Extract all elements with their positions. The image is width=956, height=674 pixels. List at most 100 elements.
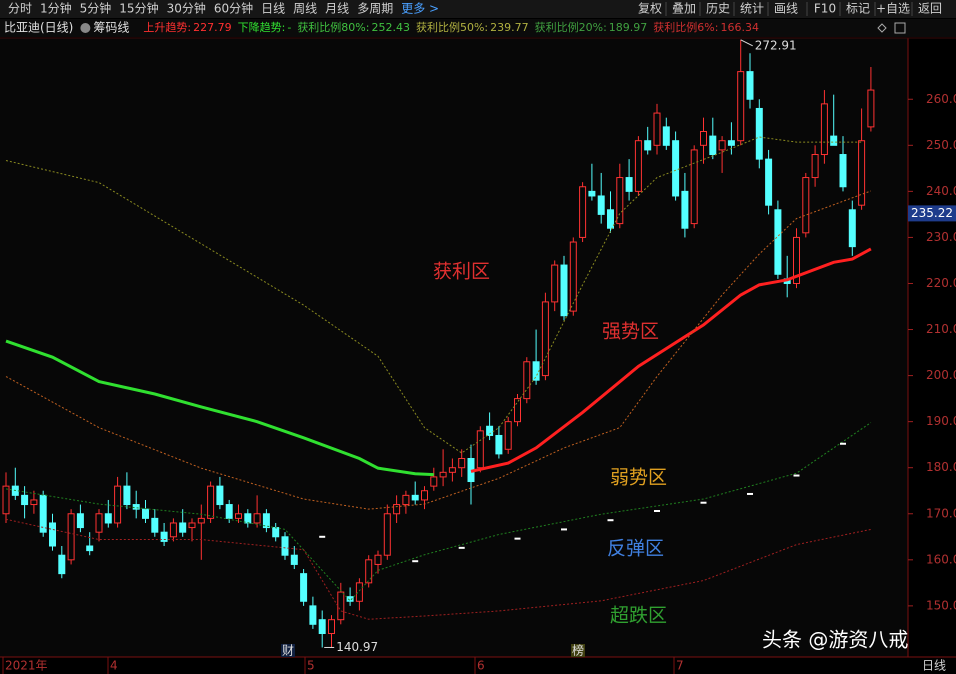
- indicator-name: 筹码线: [93, 21, 129, 35]
- candle-body: [634, 140, 642, 192]
- candle-body: [21, 494, 29, 506]
- y-tick-label: 190.0: [926, 414, 956, 428]
- indicator-label: 获利比例80%:: [297, 20, 369, 34]
- candle-body: [253, 513, 261, 524]
- candle-body: [653, 112, 661, 146]
- tool-button[interactable]: 历史: [706, 2, 730, 16]
- chip-line: [5, 339, 434, 477]
- candle-body: [76, 513, 84, 529]
- candle-body: [160, 531, 168, 542]
- y-tick-label: 220.0: [926, 276, 956, 290]
- candle-body: [244, 513, 252, 524]
- candle-body: [393, 504, 401, 515]
- tool-button[interactable]: +自选: [876, 2, 910, 16]
- high-arrow: [740, 39, 753, 47]
- candle-body: [104, 513, 112, 524]
- candle-body: [672, 140, 680, 197]
- y-tick-label: 250.0: [926, 138, 956, 152]
- candle-body: [411, 494, 419, 501]
- tab[interactable]: 更多 >: [401, 2, 439, 16]
- indicator-icon[interactable]: [80, 23, 91, 33]
- candle-body: [169, 522, 177, 538]
- candle-body: [235, 513, 242, 519]
- month-label: 6: [477, 659, 485, 673]
- diamond-icon[interactable]: [877, 23, 887, 33]
- candle-body: [476, 430, 484, 469]
- tab[interactable]: 1分钟: [40, 1, 72, 16]
- indicator-value: -: [287, 21, 291, 34]
- period-label[interactable]: 日线: [922, 659, 946, 673]
- candle-body: [197, 517, 205, 524]
- candle-body: [625, 177, 633, 192]
- last-price: 235.22: [911, 206, 953, 220]
- candle-body: [114, 485, 122, 524]
- tool-button[interactable]: 叠加: [672, 2, 696, 16]
- tool-button[interactable]: F10: [814, 2, 836, 16]
- tab[interactable]: 30分钟: [167, 1, 206, 16]
- month-label: 5: [307, 659, 315, 673]
- candle-body: [718, 140, 726, 151]
- candle-body: [820, 103, 828, 156]
- candle-body: [86, 545, 94, 552]
- chip-line: [470, 247, 872, 473]
- candle-body: [39, 494, 47, 533]
- month-label: 7: [676, 659, 684, 673]
- y-tick-label: 210.0: [926, 322, 956, 336]
- event-badge[interactable]: [571, 644, 585, 657]
- event-badge[interactable]: [281, 644, 295, 657]
- watermark: 头条 @游资八戒: [762, 628, 908, 652]
- candle-body: [290, 554, 298, 565]
- candle-body: [123, 485, 131, 506]
- candle-body: [755, 107, 763, 160]
- candle-body: [588, 190, 596, 197]
- tool-button[interactable]: 标记: [846, 2, 870, 16]
- tab[interactable]: 5分钟: [80, 1, 112, 16]
- tool-button[interactable]: 画线: [774, 2, 798, 16]
- tool-button[interactable]: 复权: [638, 2, 662, 16]
- settings-icon[interactable]: [894, 22, 906, 34]
- candle-body: [95, 513, 103, 533]
- candle-body: [560, 264, 568, 317]
- tab[interactable]: 多周期: [357, 2, 393, 16]
- candle-body: [337, 591, 345, 621]
- y-tick-label: 180.0: [926, 460, 956, 474]
- tab[interactable]: 60分钟: [214, 1, 253, 16]
- candle-body: [690, 149, 698, 225]
- tab[interactable]: 分时: [8, 2, 32, 16]
- candle-body: [504, 421, 512, 450]
- candle-body: [328, 619, 335, 635]
- candle-body: [569, 241, 577, 312]
- candle-body: [216, 485, 224, 506]
- tab[interactable]: 日线: [261, 2, 285, 16]
- y-tick-label: 240.0: [926, 184, 956, 198]
- candle-body: [765, 158, 773, 206]
- chip-line: [5, 422, 872, 602]
- indicator-value: 189.97: [609, 21, 648, 34]
- tab[interactable]: 15分钟: [119, 1, 158, 16]
- tool-button[interactable]: 统计: [740, 2, 764, 16]
- tab[interactable]: 周线: [293, 2, 317, 16]
- candle-body: [318, 619, 326, 635]
- indicator-value: 227.79: [193, 21, 232, 34]
- candle-body: [774, 209, 782, 275]
- candle-body: [597, 195, 605, 215]
- indicator-label: 获利比例20%:: [535, 20, 607, 34]
- tab[interactable]: 月线: [325, 2, 349, 16]
- plot-bg: [0, 38, 908, 657]
- candle-body: [207, 485, 215, 519]
- candle-body: [309, 605, 317, 625]
- candle-body: [132, 504, 140, 510]
- stock-name: 比亚迪(日线): [4, 21, 73, 35]
- candle-body: [142, 508, 149, 519]
- candle-body: [867, 89, 875, 128]
- candle-body: [58, 554, 66, 575]
- candle-body: [830, 135, 838, 146]
- candle-body: [346, 596, 354, 602]
- candle-body: [30, 499, 38, 506]
- candle-body: [551, 264, 559, 303]
- candle-body: [67, 513, 75, 561]
- zone-label: 弱势区: [610, 467, 667, 489]
- indicator-label: 上升趋势:: [143, 21, 191, 34]
- tool-button[interactable]: 返回: [918, 2, 942, 16]
- candle-body: [839, 154, 847, 188]
